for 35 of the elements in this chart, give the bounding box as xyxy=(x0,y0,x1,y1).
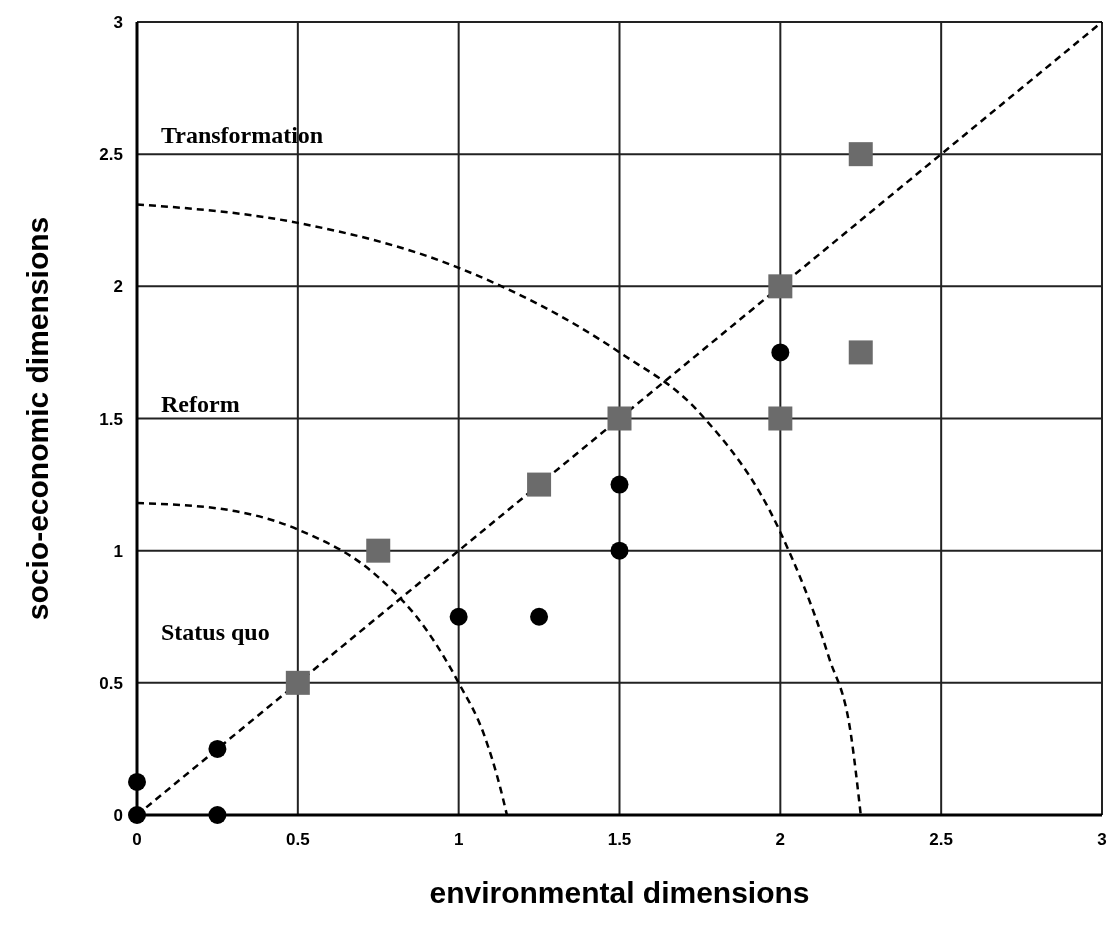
point xyxy=(771,343,790,362)
x-tick-label: 0.5 xyxy=(286,830,310,849)
x-axis-title: environmental dimensions xyxy=(429,876,810,909)
x-tick-label: 1.5 xyxy=(607,830,632,849)
y-tick-label: 0.5 xyxy=(99,673,123,693)
y-tick-label: 2.5 xyxy=(99,145,123,165)
point xyxy=(208,806,227,824)
y-tick-label: 1 xyxy=(113,541,123,561)
annotation: Status quo xyxy=(161,619,270,645)
x-tick-label: 3 xyxy=(1097,830,1107,849)
point xyxy=(610,541,629,560)
point xyxy=(285,670,310,695)
y-tick-label: 1.5 xyxy=(99,409,123,429)
point xyxy=(607,406,632,431)
x-tick-label: 2 xyxy=(775,830,786,849)
point xyxy=(768,274,793,299)
x-tick-label: 1 xyxy=(453,830,464,849)
annotation: Reform xyxy=(161,391,240,417)
point xyxy=(527,472,552,497)
y-tick-label: 0 xyxy=(113,806,123,825)
point xyxy=(848,340,873,365)
point xyxy=(128,806,146,824)
point xyxy=(610,475,629,494)
point xyxy=(449,607,468,626)
point xyxy=(530,607,549,626)
y-axis-title: socio-economic dimensions xyxy=(21,216,54,621)
point xyxy=(208,739,227,758)
point xyxy=(768,406,793,431)
point xyxy=(128,772,146,791)
x-tick-label: 2.5 xyxy=(929,830,953,849)
y-tick-label: 3 xyxy=(113,13,123,32)
x-tick-label: 0 xyxy=(132,830,142,849)
point xyxy=(848,142,873,167)
point xyxy=(366,538,391,563)
y-tick-label: 2 xyxy=(113,277,123,297)
